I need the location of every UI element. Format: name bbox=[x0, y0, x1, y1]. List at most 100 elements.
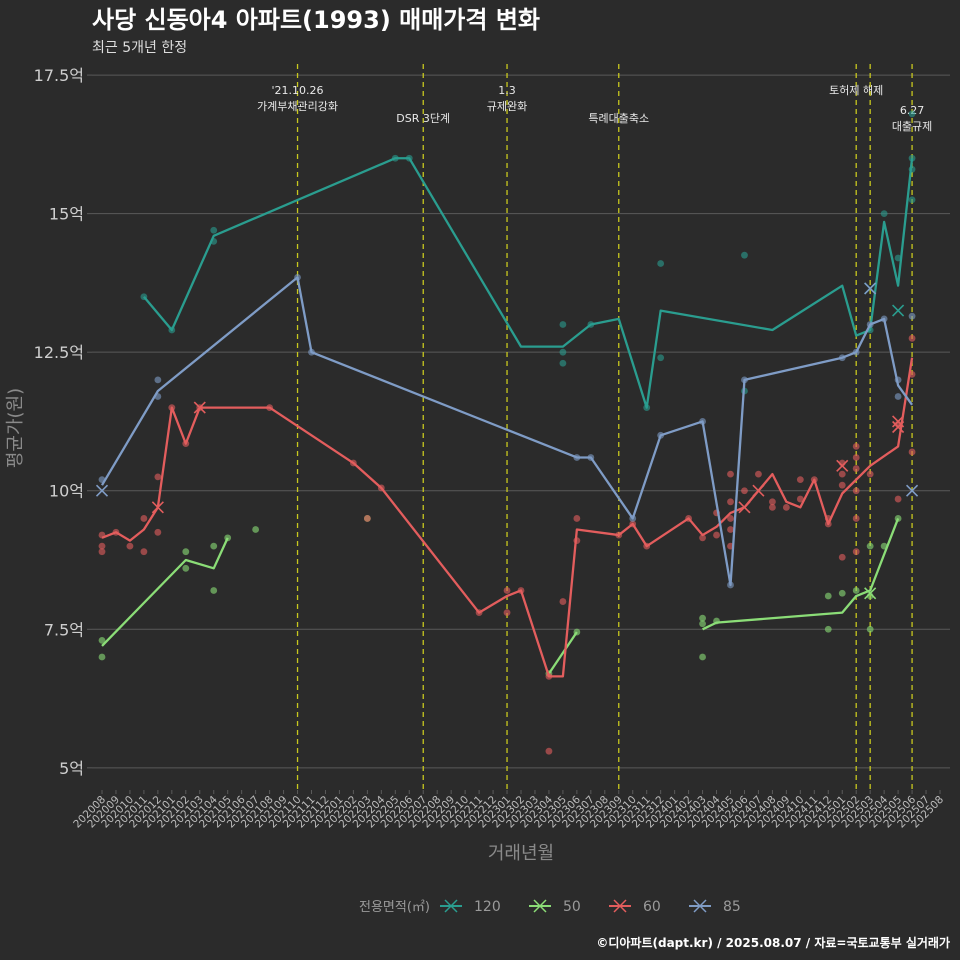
data-point-60 bbox=[824, 520, 832, 528]
latest-marker-stroke bbox=[864, 587, 877, 600]
series-line-50 bbox=[702, 518, 900, 631]
latest-marker-60 bbox=[836, 459, 849, 472]
x-axis-label: 거래년월 bbox=[488, 843, 554, 864]
data-point-85 bbox=[294, 273, 301, 281]
data-point-60 bbox=[727, 515, 734, 522]
data-point-50 bbox=[894, 515, 902, 522]
data-point-60 bbox=[98, 542, 106, 550]
data-point-50 bbox=[224, 534, 232, 542]
data-point-60 bbox=[741, 487, 748, 495]
event-label: 특례대출축소 bbox=[588, 112, 649, 125]
data-point-60 bbox=[796, 476, 804, 484]
data-point-50 bbox=[182, 548, 190, 556]
data-point-60 bbox=[908, 334, 916, 342]
data-point-85 bbox=[657, 431, 665, 439]
data-point-120 bbox=[908, 196, 916, 204]
data-point-60 bbox=[755, 470, 762, 478]
data-point-60 bbox=[852, 442, 860, 450]
data-point-60 bbox=[98, 531, 106, 539]
latest-marker-stroke bbox=[892, 415, 905, 428]
chart-subtitle: 최근 5개년 한정 bbox=[92, 40, 187, 56]
data-point-60 bbox=[615, 531, 623, 539]
legend-label: 120 bbox=[474, 899, 501, 915]
legend-item-60: 60 bbox=[609, 899, 661, 915]
data-point-120 bbox=[559, 359, 567, 367]
data-point-120 bbox=[908, 165, 916, 173]
latest-marker-stroke bbox=[864, 282, 877, 295]
data-point-85 bbox=[741, 376, 748, 384]
data-point-60 bbox=[852, 515, 860, 522]
event-label: 토허제 해제 bbox=[829, 83, 883, 97]
data-point-60 bbox=[154, 473, 162, 481]
latest-marker-60 bbox=[193, 401, 206, 414]
legend-label: 50 bbox=[563, 899, 581, 915]
legend-swatch-x bbox=[444, 899, 458, 913]
data-point-60 bbox=[517, 587, 525, 594]
data-point-85 bbox=[908, 312, 916, 320]
latest-marker-stroke bbox=[738, 501, 751, 514]
data-point-60 bbox=[908, 370, 916, 378]
data-point-120 bbox=[880, 210, 888, 218]
data-point-50 bbox=[210, 542, 218, 550]
data-point-120 bbox=[643, 404, 651, 412]
data-point-60 bbox=[838, 481, 846, 489]
latest-marker-85 bbox=[906, 484, 919, 497]
data-point-60 bbox=[126, 542, 134, 550]
latest-marker-stroke bbox=[892, 304, 905, 317]
data-point-120 bbox=[559, 348, 567, 356]
legend-label: 60 bbox=[643, 899, 661, 915]
latest-marker-60 bbox=[752, 484, 765, 497]
event-label: 대출규제 bbox=[892, 120, 932, 133]
data-point-85 bbox=[894, 376, 902, 384]
series-120 bbox=[140, 110, 916, 412]
data-point-85 bbox=[154, 393, 162, 400]
data-point-120 bbox=[908, 110, 916, 118]
data-point-50 bbox=[852, 587, 860, 594]
data-point-50 bbox=[573, 628, 581, 636]
y-tick-label: 12.5억 bbox=[34, 343, 84, 362]
latest-marker-stroke bbox=[151, 501, 164, 514]
latest-marker-stroke bbox=[906, 484, 919, 497]
data-point-60 bbox=[377, 484, 385, 492]
data-point-60 bbox=[140, 548, 148, 556]
data-point-120 bbox=[168, 326, 176, 334]
data-point-60 bbox=[838, 553, 846, 561]
data-point-60 bbox=[629, 520, 637, 528]
data-point-60 bbox=[908, 448, 916, 456]
data-point-120 bbox=[405, 154, 413, 162]
event-label: 가계부채관리강화 bbox=[257, 100, 338, 113]
latest-marker-85 bbox=[95, 484, 109, 497]
series-50 bbox=[98, 515, 902, 678]
data-point-85 bbox=[98, 476, 106, 484]
legend-swatch-x bbox=[613, 899, 627, 913]
data-point-60 bbox=[685, 515, 692, 522]
data-point-120 bbox=[559, 321, 567, 328]
latest-marker-50 bbox=[864, 587, 877, 600]
data-point-85 bbox=[587, 454, 595, 461]
event-label: 규제완화 bbox=[487, 100, 527, 113]
data-point-60 bbox=[266, 404, 273, 412]
series-line-50 bbox=[101, 537, 229, 647]
data-point-120 bbox=[210, 226, 218, 234]
data-point-85 bbox=[880, 315, 888, 323]
data-point-50 bbox=[699, 620, 706, 628]
data-point-120 bbox=[391, 154, 399, 162]
data-point-60 bbox=[796, 495, 804, 503]
latest-marker-85 bbox=[864, 282, 877, 295]
latest-marker-stroke bbox=[193, 401, 206, 414]
data-point-60 bbox=[894, 495, 902, 503]
data-point-60 bbox=[503, 587, 511, 594]
data-point-50 bbox=[699, 614, 706, 622]
latest-marker-60 bbox=[892, 415, 905, 428]
data-point-50 bbox=[98, 636, 106, 644]
latest-marker-60 bbox=[892, 420, 905, 434]
data-point-85 bbox=[852, 348, 860, 356]
data-point-50 bbox=[866, 542, 874, 550]
data-point-60 bbox=[727, 526, 734, 533]
data-point-85 bbox=[308, 348, 315, 356]
legend-item-85: 85 bbox=[689, 899, 741, 915]
data-point-60 bbox=[727, 470, 734, 478]
data-point-60 bbox=[824, 515, 832, 522]
series-group bbox=[95, 110, 919, 755]
